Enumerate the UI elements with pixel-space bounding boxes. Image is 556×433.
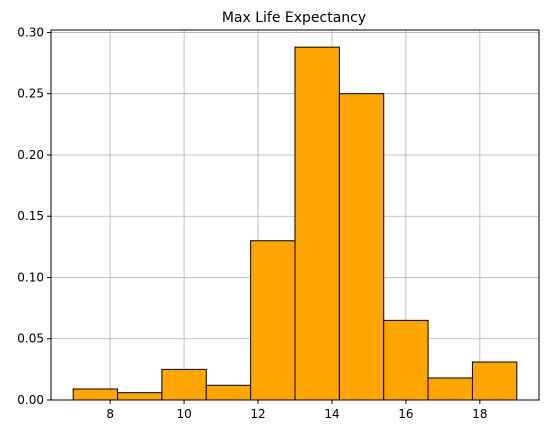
y-tick-label: 0.20 [17, 148, 44, 162]
plot-frame [50, 29, 540, 401]
y-tick-label: 0.10 [17, 270, 44, 284]
y-axis-ticks: 0.00 0.05 0.10 0.15 0.20 0.25 0.30 [17, 25, 51, 407]
y-tick-label: 0.30 [17, 25, 44, 39]
histogram-bar [250, 240, 296, 401]
histogram-bar [383, 319, 429, 401]
x-axis-ticks: 8 10 12 14 16 18 [106, 400, 487, 421]
histogram-bar [161, 368, 207, 401]
x-tick-label: 16 [398, 407, 413, 421]
x-tick-label: 12 [250, 407, 265, 421]
histogram-bars [72, 46, 518, 401]
histogram-bar [471, 361, 518, 401]
histogram-bar [72, 388, 119, 401]
x-tick-label: 10 [176, 407, 191, 421]
y-tick-label: 0.15 [17, 209, 44, 223]
grid-lines [51, 30, 539, 401]
x-tick-label: 14 [324, 407, 339, 421]
y-tick-label: 0.00 [17, 393, 44, 407]
histogram-bar [427, 377, 473, 401]
histogram-bar [117, 392, 163, 401]
histogram-bar [338, 93, 385, 401]
histogram-bar [294, 46, 340, 401]
x-tick-label: 18 [472, 407, 487, 421]
y-tick-label: 0.05 [17, 332, 44, 346]
chart-title: Max Life Expectancy [222, 10, 366, 26]
histogram-bar [205, 384, 252, 401]
x-tick-label: 8 [106, 407, 114, 421]
y-tick-label: 0.25 [17, 87, 44, 101]
